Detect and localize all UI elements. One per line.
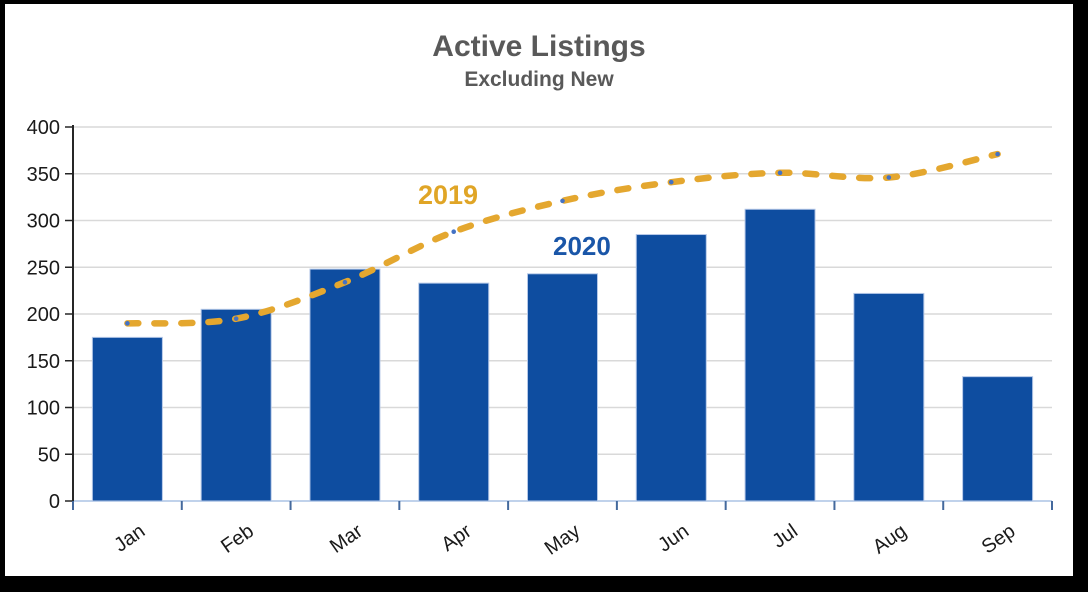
bar-jul xyxy=(744,208,816,502)
x-label-apr: Apr xyxy=(437,520,475,556)
marker-apr xyxy=(451,229,457,235)
marker-feb xyxy=(233,316,239,321)
bar-aug xyxy=(853,292,925,502)
y-label-200: 200 xyxy=(27,304,60,326)
bar-jun xyxy=(635,234,707,502)
x-label-feb: Feb xyxy=(217,520,258,558)
x-label-mar: Mar xyxy=(326,520,367,558)
y-label-300: 300 xyxy=(27,211,60,233)
bar-sep xyxy=(962,376,1034,502)
bar-apr xyxy=(418,282,490,502)
y-label-50: 50 xyxy=(38,444,60,466)
x-label-jan: Jan xyxy=(110,520,149,557)
marker-jan xyxy=(125,321,130,326)
y-label-250: 250 xyxy=(27,257,60,279)
y-label-100: 100 xyxy=(27,398,60,420)
marker-jul xyxy=(777,170,783,176)
y-label-0: 0 xyxy=(49,491,60,513)
x-label-sep: Sep xyxy=(978,520,1020,558)
marker-jun xyxy=(668,179,674,185)
x-label-jun: Jun xyxy=(654,520,693,557)
bar-feb xyxy=(200,308,272,502)
x-label-jul: Jul xyxy=(768,520,802,553)
marker-may xyxy=(560,198,565,204)
marker-aug xyxy=(886,175,892,180)
chart-title: Active Listings xyxy=(432,30,646,63)
series-label-2020: 2020 xyxy=(553,231,611,261)
bar-jan xyxy=(91,336,163,502)
chart-subtitle: Excluding New xyxy=(464,68,614,91)
x-label-aug: Aug xyxy=(869,520,911,558)
bar-may xyxy=(527,273,598,502)
y-label-150: 150 xyxy=(27,351,60,373)
series-label-2019: 2019 xyxy=(418,180,479,210)
marker-sep xyxy=(995,151,1000,157)
y-label-400: 400 xyxy=(27,117,60,139)
marker-mar xyxy=(342,279,348,285)
bar-mar xyxy=(309,268,381,502)
x-label-may: May xyxy=(541,520,585,560)
y-label-350: 350 xyxy=(27,164,60,186)
